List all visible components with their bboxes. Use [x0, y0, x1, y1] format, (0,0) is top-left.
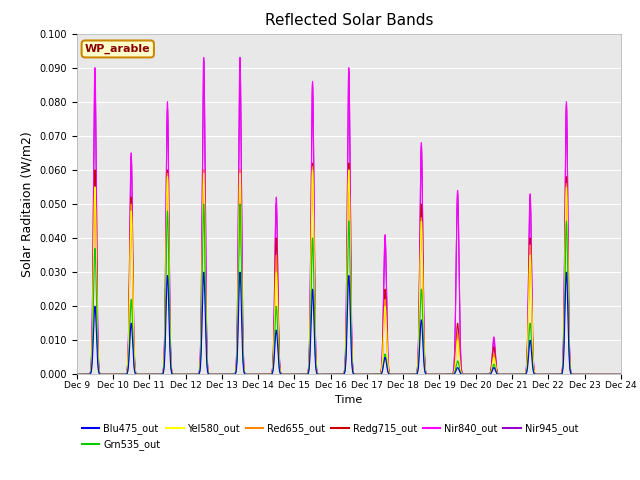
Y-axis label: Solar Raditaion (W/m2): Solar Raditaion (W/m2)	[21, 131, 34, 277]
Legend: Blu475_out, Grn535_out, Yel580_out, Red655_out, Redg715_out, Nir840_out, Nir945_: Blu475_out, Grn535_out, Yel580_out, Red6…	[82, 423, 579, 450]
Text: WP_arable: WP_arable	[85, 44, 150, 54]
X-axis label: Time: Time	[335, 395, 362, 405]
Title: Reflected Solar Bands: Reflected Solar Bands	[264, 13, 433, 28]
